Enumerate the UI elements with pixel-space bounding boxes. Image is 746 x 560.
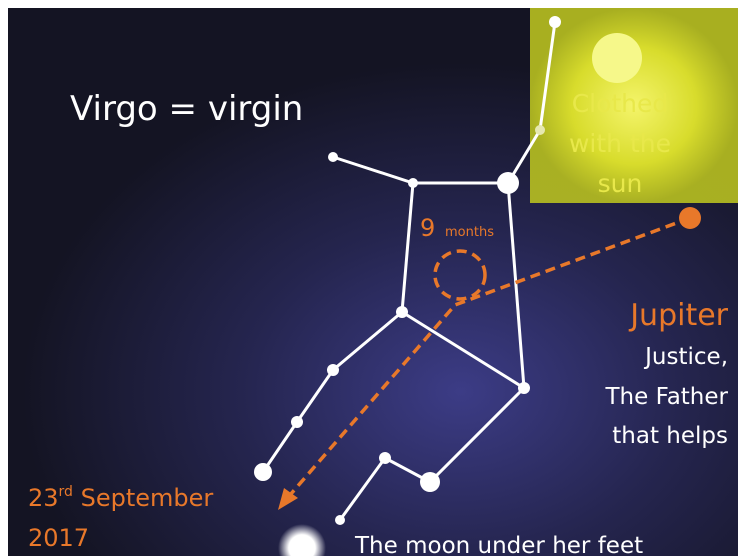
date-suffix: rd xyxy=(59,484,73,500)
date-day: 23 xyxy=(28,484,59,512)
moon-label: The moon under her feet xyxy=(354,533,643,559)
jupiter-meaning-line: Justice, xyxy=(643,344,728,370)
date-month: September xyxy=(73,484,213,512)
date-year: 2017 xyxy=(28,524,89,552)
diagram: Virgo = virgin Clothed with the sun 9 mo… xyxy=(0,0,746,560)
jupiter-meaning-line: The Father xyxy=(604,384,728,410)
date-label: 23rd September xyxy=(28,484,213,512)
months-unit: months xyxy=(445,225,494,240)
title: Virgo = virgin xyxy=(70,89,303,129)
jupiter xyxy=(679,207,701,229)
sun-label-line: with the xyxy=(569,129,671,158)
jupiter-meaning-line: that helps xyxy=(612,423,728,449)
page: Virgo = virgin Clothed with the sun 9 mo… xyxy=(0,0,746,560)
months-number: 9 xyxy=(420,214,435,242)
jupiter-label: Jupiter xyxy=(628,298,728,333)
sun xyxy=(592,33,642,83)
sun-label-line: sun xyxy=(598,169,643,198)
sun-label-line: Clothed xyxy=(572,89,669,118)
